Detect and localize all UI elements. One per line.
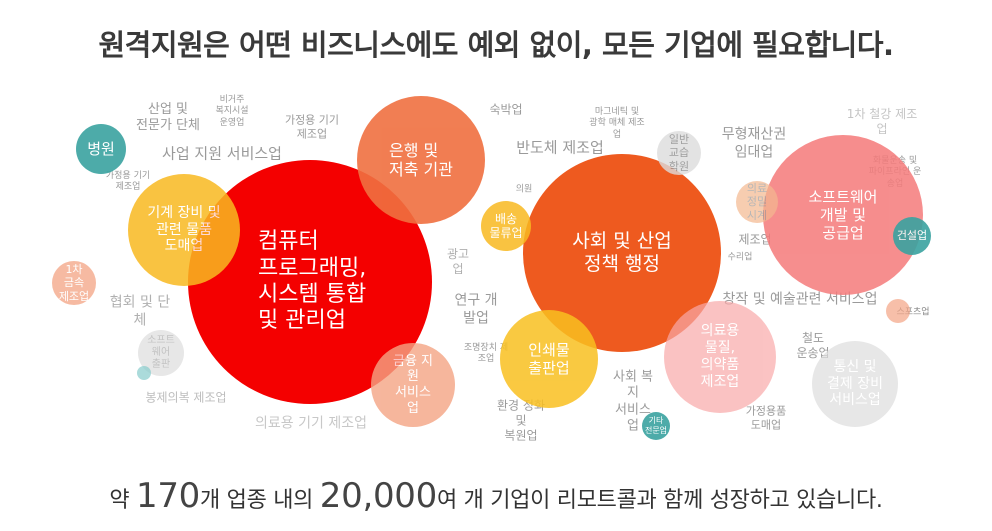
industry-label: 의료용 기기 제조업	[255, 415, 367, 432]
industry-label: 마그네틱 및 광학 매체 제조 업	[589, 107, 645, 140]
industry-bubble-tutoring: 일반 교습 학원	[657, 131, 701, 175]
industry-bubble-delivery-logistics: 배송 물류업	[481, 201, 531, 251]
industry-bubble-small	[137, 366, 151, 380]
industry-label: 스포츠업	[896, 307, 930, 318]
industry-bubble-medical-precision: 의료 정밀 시계	[736, 181, 778, 223]
industry-bubble-other-professional: 기타 전문업	[642, 412, 670, 440]
industry-bubble-telecom-payment: 통신 및 결제 장비 서비스업	[812, 341, 898, 427]
industry-label: 의원	[515, 184, 533, 195]
industry-bubble-publishing: 인쇄물 출판업	[500, 310, 598, 408]
industry-bubble-financial-support: 금융 지 원 서비스 업	[371, 343, 455, 427]
company-count: 20,000	[319, 476, 437, 516]
industry-bubble-construction: 건설업	[893, 217, 931, 255]
industry-label: 가정용 기기 제조업	[105, 170, 151, 192]
industry-label: 제조업	[738, 232, 772, 247]
page-title: 원격지원은 어떤 비즈니스에도 예외 없이, 모든 기업에 필요합니다.	[98, 28, 894, 62]
industry-bubble-banking: 은행 및 저축 기관	[357, 96, 485, 224]
industry-label: 가정용품 도매업	[745, 404, 787, 431]
industry-label: 사업 지원 서비스업	[162, 144, 282, 163]
industry-label: 협회 및 단 체	[109, 294, 171, 329]
industry-label: 숙박업	[489, 102, 523, 117]
industry-label: 산업 및 전문가 단체	[136, 101, 200, 133]
industry-bubble-small	[886, 299, 910, 323]
industry-label: 무형재산권 임대업	[721, 126, 787, 161]
footer-statement: 약 170개 업종 내의 20,000여 개 기업이 리모트콜과 함께 성장하고…	[109, 476, 883, 516]
industry-label: 광고 업	[446, 247, 470, 276]
industry-bubble-software-development: 소프트웨어 개발 및 공급업	[763, 135, 923, 295]
industry-bubble-pharmaceutical: 의료용 물질, 의약품 제조업	[664, 301, 776, 413]
industry-label: 연구 개 발업	[454, 292, 498, 327]
industry-label: 가정용 기기 제조업	[284, 113, 340, 140]
industry-bubble-hospital: 병원	[76, 124, 126, 174]
industry-label: 수리업	[727, 252, 753, 263]
industry-bubble-machinery-wholesale: 기계 장비 및 관련 물품 도매업	[128, 174, 240, 286]
industry-label: 봉제의복 제조업	[145, 390, 227, 405]
industry-count: 170	[136, 476, 201, 516]
industry-bubble-primary-metal: 1차 금속 제조업	[52, 261, 96, 305]
industry-label: 사회 복 지 서비스 업	[612, 369, 654, 434]
industry-label: 비거주 복지시설 운영업	[215, 95, 249, 128]
industry-label: 1차 철강 제조 업	[846, 107, 918, 136]
industry-label: 반도체 제조업	[516, 138, 604, 157]
